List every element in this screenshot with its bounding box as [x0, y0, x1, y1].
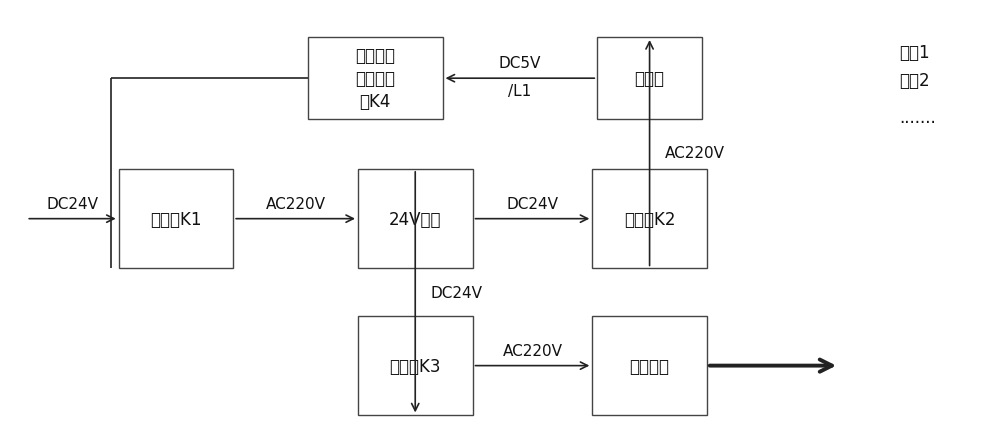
- Text: 继电器K3: 继电器K3: [389, 357, 441, 375]
- FancyBboxPatch shape: [358, 316, 473, 415]
- Text: DC24V: DC24V: [506, 197, 558, 211]
- Text: DC5V: DC5V: [499, 56, 541, 70]
- Text: 加、断电: 加、断电: [355, 47, 395, 65]
- Text: 继电器K1: 继电器K1: [150, 210, 202, 228]
- Text: DC24V: DC24V: [46, 197, 98, 211]
- FancyBboxPatch shape: [308, 38, 443, 120]
- FancyBboxPatch shape: [592, 316, 707, 415]
- Text: AC220V: AC220V: [266, 197, 326, 211]
- Text: 单体1: 单体1: [899, 44, 930, 62]
- Text: AC220V: AC220V: [502, 343, 562, 358]
- Text: 计算机: 计算机: [635, 70, 665, 88]
- Text: /L1: /L1: [508, 83, 532, 98]
- FancyBboxPatch shape: [358, 170, 473, 269]
- FancyBboxPatch shape: [119, 170, 233, 269]
- Text: 综合电源: 综合电源: [630, 357, 670, 375]
- Text: 器K4: 器K4: [360, 93, 391, 111]
- Text: 单体2: 单体2: [899, 72, 930, 90]
- FancyBboxPatch shape: [592, 170, 707, 269]
- Text: AC220V: AC220V: [665, 146, 725, 161]
- Text: 继电器K2: 继电器K2: [624, 210, 675, 228]
- Text: DC24V: DC24V: [430, 285, 482, 300]
- Text: .......: .......: [899, 109, 936, 127]
- Text: 保护继电: 保护继电: [355, 70, 395, 88]
- Text: 24V电源: 24V电源: [389, 210, 441, 228]
- FancyBboxPatch shape: [597, 38, 702, 120]
